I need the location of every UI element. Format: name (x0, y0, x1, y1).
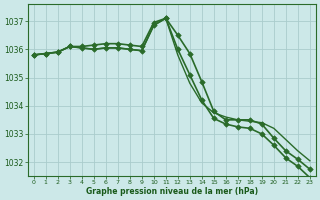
X-axis label: Graphe pression niveau de la mer (hPa): Graphe pression niveau de la mer (hPa) (86, 187, 258, 196)
